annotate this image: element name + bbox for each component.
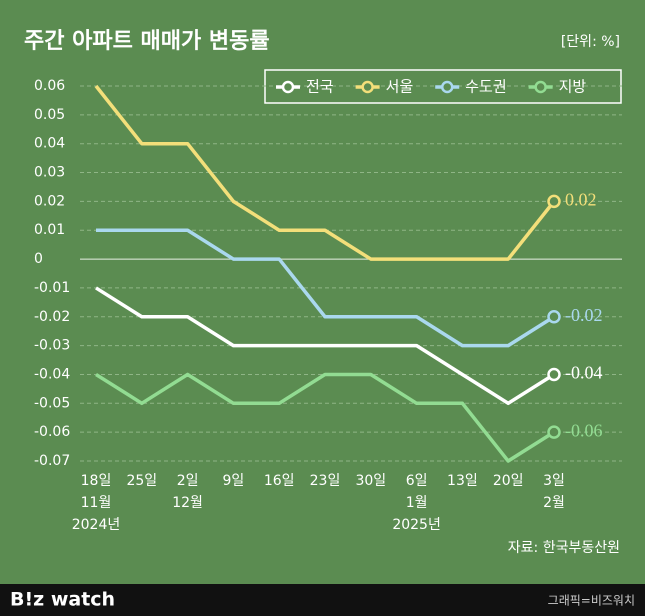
line [95,286,555,406]
x-tick-label: 25일 [126,473,157,489]
x-tick-label: 2월 [543,495,565,511]
logo: B!z watch [10,589,115,611]
legend-label: 서울 [386,78,414,96]
y-tick-label: -0.02 [34,309,70,325]
value-label: -0.04 [565,363,603,383]
x-tick-label: 16일 [264,473,295,489]
x-tick-label: 6일 [406,473,428,489]
source: 자료: 한국부동산원 [508,540,620,556]
end-marker [547,194,561,209]
legend-label: 지방 [559,78,587,96]
value-label: 0.02 [565,190,597,210]
x-tick-label: 18일 [81,473,112,489]
y-tick-label: -0.04 [34,366,70,382]
y-tick-label: 0.04 [34,136,65,152]
line [96,228,555,348]
chart-title: 주간 아파트 매매가 변동률 [24,29,270,54]
value-label: -0.06 [565,420,603,440]
y-tick-label: -0.03 [34,338,70,354]
value-label: -0.02 [565,305,603,325]
line [94,84,556,261]
end-marker [547,425,561,439]
x-tick-label: 30일 [355,473,386,489]
legend-swatch [281,80,295,94]
y-tick-label: 0.05 [34,107,65,123]
y-tick-label: 0.02 [34,193,65,209]
unit-label: [단위: %] [561,34,620,50]
x-tick-label: 3일 [543,473,565,489]
y-tick-label: -0.01 [34,280,70,296]
y-tick-label: 0 [34,251,43,267]
legend-label: 전국 [306,78,334,96]
end-marker [547,367,561,382]
legend-swatch [440,80,454,94]
x-tick-label: 11월 [81,495,112,511]
x-tick-label: 9일 [223,473,245,489]
y-tick-label: -0.07 [34,453,70,469]
legend-swatch [534,80,547,94]
x-tick-label: 2일 [177,473,199,489]
footer [0,584,645,616]
legend-label: 수도권 [465,78,506,96]
y-tick-label: 0.01 [34,222,65,238]
x-tick-label: 13일 [447,473,478,489]
credit: 그래픽=비즈워치 [548,594,635,608]
x-tick-label: 20일 [493,473,524,489]
y-tick-label: 0.03 [34,165,65,181]
end-marker [547,310,561,324]
x-tick-label: 1월 [406,495,428,511]
x-tick-label: 2024년 [72,517,121,533]
y-tick-label: -0.05 [34,395,70,411]
x-tick-label: 12월 [172,495,203,511]
legend-swatch [361,80,374,94]
line [95,372,555,463]
x-tick-label: 23일 [310,473,341,489]
x-tick-label: 2025년 [392,517,441,533]
y-tick-label: -0.06 [34,424,70,440]
y-tick-label: 0.06 [34,78,65,94]
